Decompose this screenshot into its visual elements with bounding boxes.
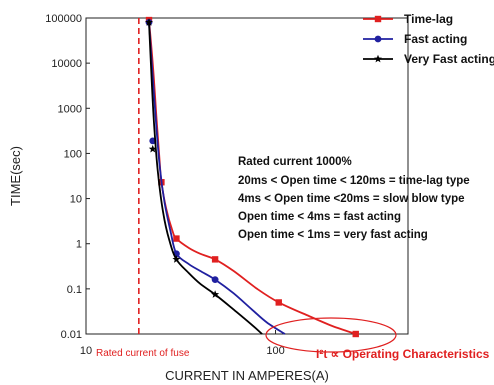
note-line: Open time < 1ms = very fast acting (238, 229, 428, 241)
note-line: Rated current 1000% (238, 156, 352, 168)
data-point-square (374, 15, 382, 23)
operating-characteristics-label: I²t ∝ Operating Characteristics (316, 347, 490, 361)
note-line: 20ms < Open time < 120ms = time-lag type (238, 175, 470, 187)
data-point-square (352, 330, 359, 338)
y-tick-label: 1000 (58, 103, 82, 115)
data-point-star (374, 54, 382, 63)
note-line: 4ms < Open time <20ms = slow blow type (238, 193, 465, 205)
data-point-square (173, 235, 180, 242)
plot-frame (85, 17, 409, 335)
series-layer (145, 16, 359, 338)
y-tick-label: 100000 (45, 13, 82, 25)
y-tick-label: 0.01 (61, 329, 82, 341)
note-line: Open time < 4ms = fast acting (238, 211, 401, 223)
data-point-circle (374, 35, 382, 43)
y-tick-label: 1 (76, 239, 82, 251)
rated-current-label: Rated current of fuse (96, 348, 190, 359)
data-point-star (148, 144, 157, 153)
data-point-circle (211, 276, 219, 284)
legend-label: Very Fast acting (404, 52, 494, 66)
data-point-square (211, 256, 219, 263)
data-point-star (172, 255, 181, 263)
x-tick-label: 100 (266, 345, 284, 357)
y-tick-label: 10 (70, 194, 82, 206)
data-point-square (275, 299, 282, 306)
y-axis-title: TIME(sec) (8, 146, 23, 206)
y-tick-labels: 100000 10000 1000 100 10 1 0.1 0.01 (45, 13, 90, 341)
legend: Time-lag Fast acting Very Fast acting (363, 12, 494, 66)
data-point-star (211, 290, 220, 298)
operating-highlight-ellipse (265, 317, 397, 353)
legend-label: Fast acting (404, 32, 467, 46)
x-tick-labels: 10 100 (80, 330, 285, 357)
series-line (148, 22, 286, 335)
y-tick-label: 10000 (51, 58, 82, 70)
x-tick-label: 10 (80, 345, 92, 357)
y-tick-label: 100 (64, 148, 82, 160)
y-tick-label: 0.1 (67, 284, 82, 296)
data-point-star (145, 18, 153, 26)
notes-block: Rated current 1000% 20ms < Open time < 1… (238, 156, 470, 241)
x-axis-title: CURRENT IN AMPERES(A) (165, 368, 329, 383)
legend-label: Time-lag (404, 12, 453, 26)
